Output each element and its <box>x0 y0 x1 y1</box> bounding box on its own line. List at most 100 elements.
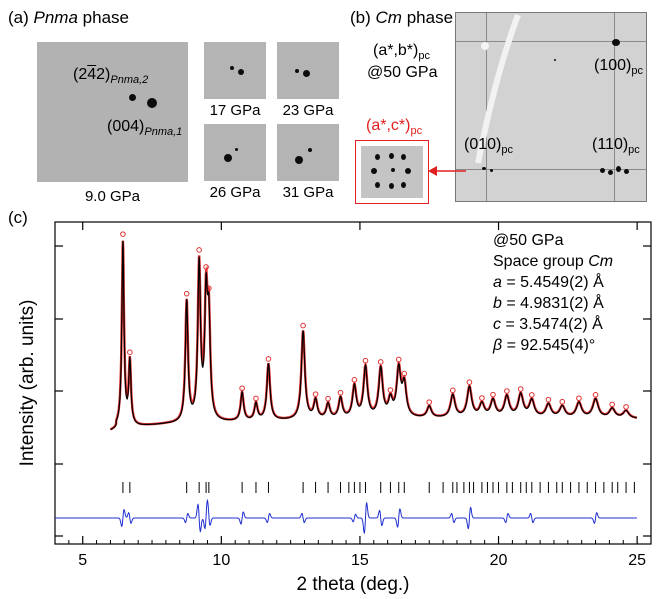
spot <box>616 166 621 172</box>
reflection-010-label: (010)pc <box>464 136 513 157</box>
spot <box>490 169 493 172</box>
spot <box>235 148 238 151</box>
pressure-label-50gpa: @50 GPa <box>367 64 438 81</box>
annotation-pressure: @50 GPa <box>493 232 564 249</box>
panel-b-title: (b) Cm phase <box>350 8 453 28</box>
observed-point <box>127 349 133 355</box>
spot <box>295 69 299 73</box>
observed-point <box>253 395 259 402</box>
observed-point <box>120 231 126 237</box>
observed-point <box>609 401 615 408</box>
x-tick-label: 15 <box>351 552 369 569</box>
reflection-242-label: (242)Pnma,2 <box>73 66 149 87</box>
observed-point <box>479 395 485 401</box>
panel-a-label: (a) <box>8 8 29 27</box>
observed-point <box>623 404 629 410</box>
grid-line <box>486 13 487 201</box>
annotation-c: c = 3.5474(2) Å <box>493 316 603 333</box>
pressure-label-9gpa: 9.0 GPa <box>84 188 141 205</box>
inset-ac-pattern <box>355 140 429 204</box>
refinement-annotations: @50 GPa Space group Cm a = 5.4549(2) Å b… <box>493 230 613 356</box>
spot <box>238 69 244 75</box>
observed-points <box>120 231 629 410</box>
spot <box>224 154 232 162</box>
spot <box>389 183 394 189</box>
observed-point <box>183 290 190 297</box>
spot <box>389 153 394 159</box>
spot <box>303 70 310 77</box>
annotation-a: a = 5.4549(2) Å <box>493 274 604 291</box>
spot <box>554 59 556 61</box>
observed-point <box>196 247 202 253</box>
spot <box>391 168 395 172</box>
observed-point <box>592 392 599 398</box>
spot <box>401 182 406 188</box>
detector-image: (100)pc (010)pc (110)pc <box>455 12 647 202</box>
pressure-label-31gpa: 31 GPa <box>282 184 334 201</box>
spot <box>375 182 380 188</box>
inset-image <box>361 146 423 198</box>
x-tick-label: 20 <box>490 552 508 569</box>
pattern-tile-17gpa <box>204 42 266 99</box>
observed-point <box>449 387 456 394</box>
observed-point <box>337 389 344 396</box>
observed-point <box>517 386 524 392</box>
y-axis-label: Intensity (arb. units) <box>17 300 38 467</box>
annotation-b: b = 4.9831(2) Å <box>493 295 604 312</box>
observed-point <box>265 356 272 362</box>
observed-point <box>529 392 535 398</box>
x-tick-label: 25 <box>628 552 646 569</box>
observed-point <box>576 395 582 402</box>
observed-point <box>545 396 552 403</box>
annotation-beta: β = 92.545(4)° <box>493 337 596 354</box>
spot <box>308 148 312 152</box>
y-axis-ticks <box>55 245 651 537</box>
spot <box>230 66 234 70</box>
spot <box>608 170 613 175</box>
observed-point <box>300 322 306 329</box>
observed-point <box>312 391 319 397</box>
spot <box>600 168 605 173</box>
spot <box>624 169 629 174</box>
panel-a-phase: Pnma <box>33 8 78 27</box>
x-tick-label: 5 <box>78 552 87 569</box>
observed-point <box>203 264 209 270</box>
spot <box>295 156 303 164</box>
x-axis-label: 2 theta (deg.) <box>296 574 409 595</box>
panel-c-label: (c) <box>8 208 28 227</box>
grid-line <box>456 169 646 170</box>
panel-a-phase-suffix: phase <box>82 8 129 27</box>
spot-100 <box>612 39 620 46</box>
annotation-space-group: Space group Cm <box>493 253 614 270</box>
panel-b-phase: Cm <box>375 8 402 27</box>
panel-b-label: (b) <box>350 8 371 27</box>
panel-a-title: (a) Pnma phase <box>8 8 129 28</box>
pressure-label-26gpa: 26 GPa <box>209 184 261 201</box>
grid-line <box>614 13 615 201</box>
x-tick-label: 10 <box>212 552 230 569</box>
observed-point <box>401 370 408 377</box>
observed-point <box>387 387 394 393</box>
spot-004 <box>147 98 157 108</box>
calculated-profile <box>110 240 637 431</box>
spot <box>375 154 380 160</box>
x-axis-ticks: 5 10 15 20 25 <box>68 222 652 569</box>
spot <box>482 167 486 170</box>
pattern-tile-26gpa <box>204 124 266 181</box>
pressure-label-17gpa: 17 GPa <box>209 102 261 119</box>
spot <box>405 168 411 174</box>
detector-streak <box>475 13 521 164</box>
reflection-004-label: (004)Pnma,1 <box>107 118 183 139</box>
reflection-tick-marks <box>122 482 635 493</box>
observed-point <box>504 388 510 394</box>
grid-line <box>456 41 646 42</box>
reflection-110-label: (110)pc <box>592 136 640 157</box>
inset-plane-label: (a*,c*)pc <box>366 117 423 138</box>
observed-point <box>351 377 358 383</box>
observed-point <box>426 399 433 405</box>
observed-point <box>466 379 473 385</box>
observed-point <box>395 356 402 363</box>
pattern-tile-31gpa <box>277 124 339 181</box>
spot-242 <box>129 94 136 101</box>
